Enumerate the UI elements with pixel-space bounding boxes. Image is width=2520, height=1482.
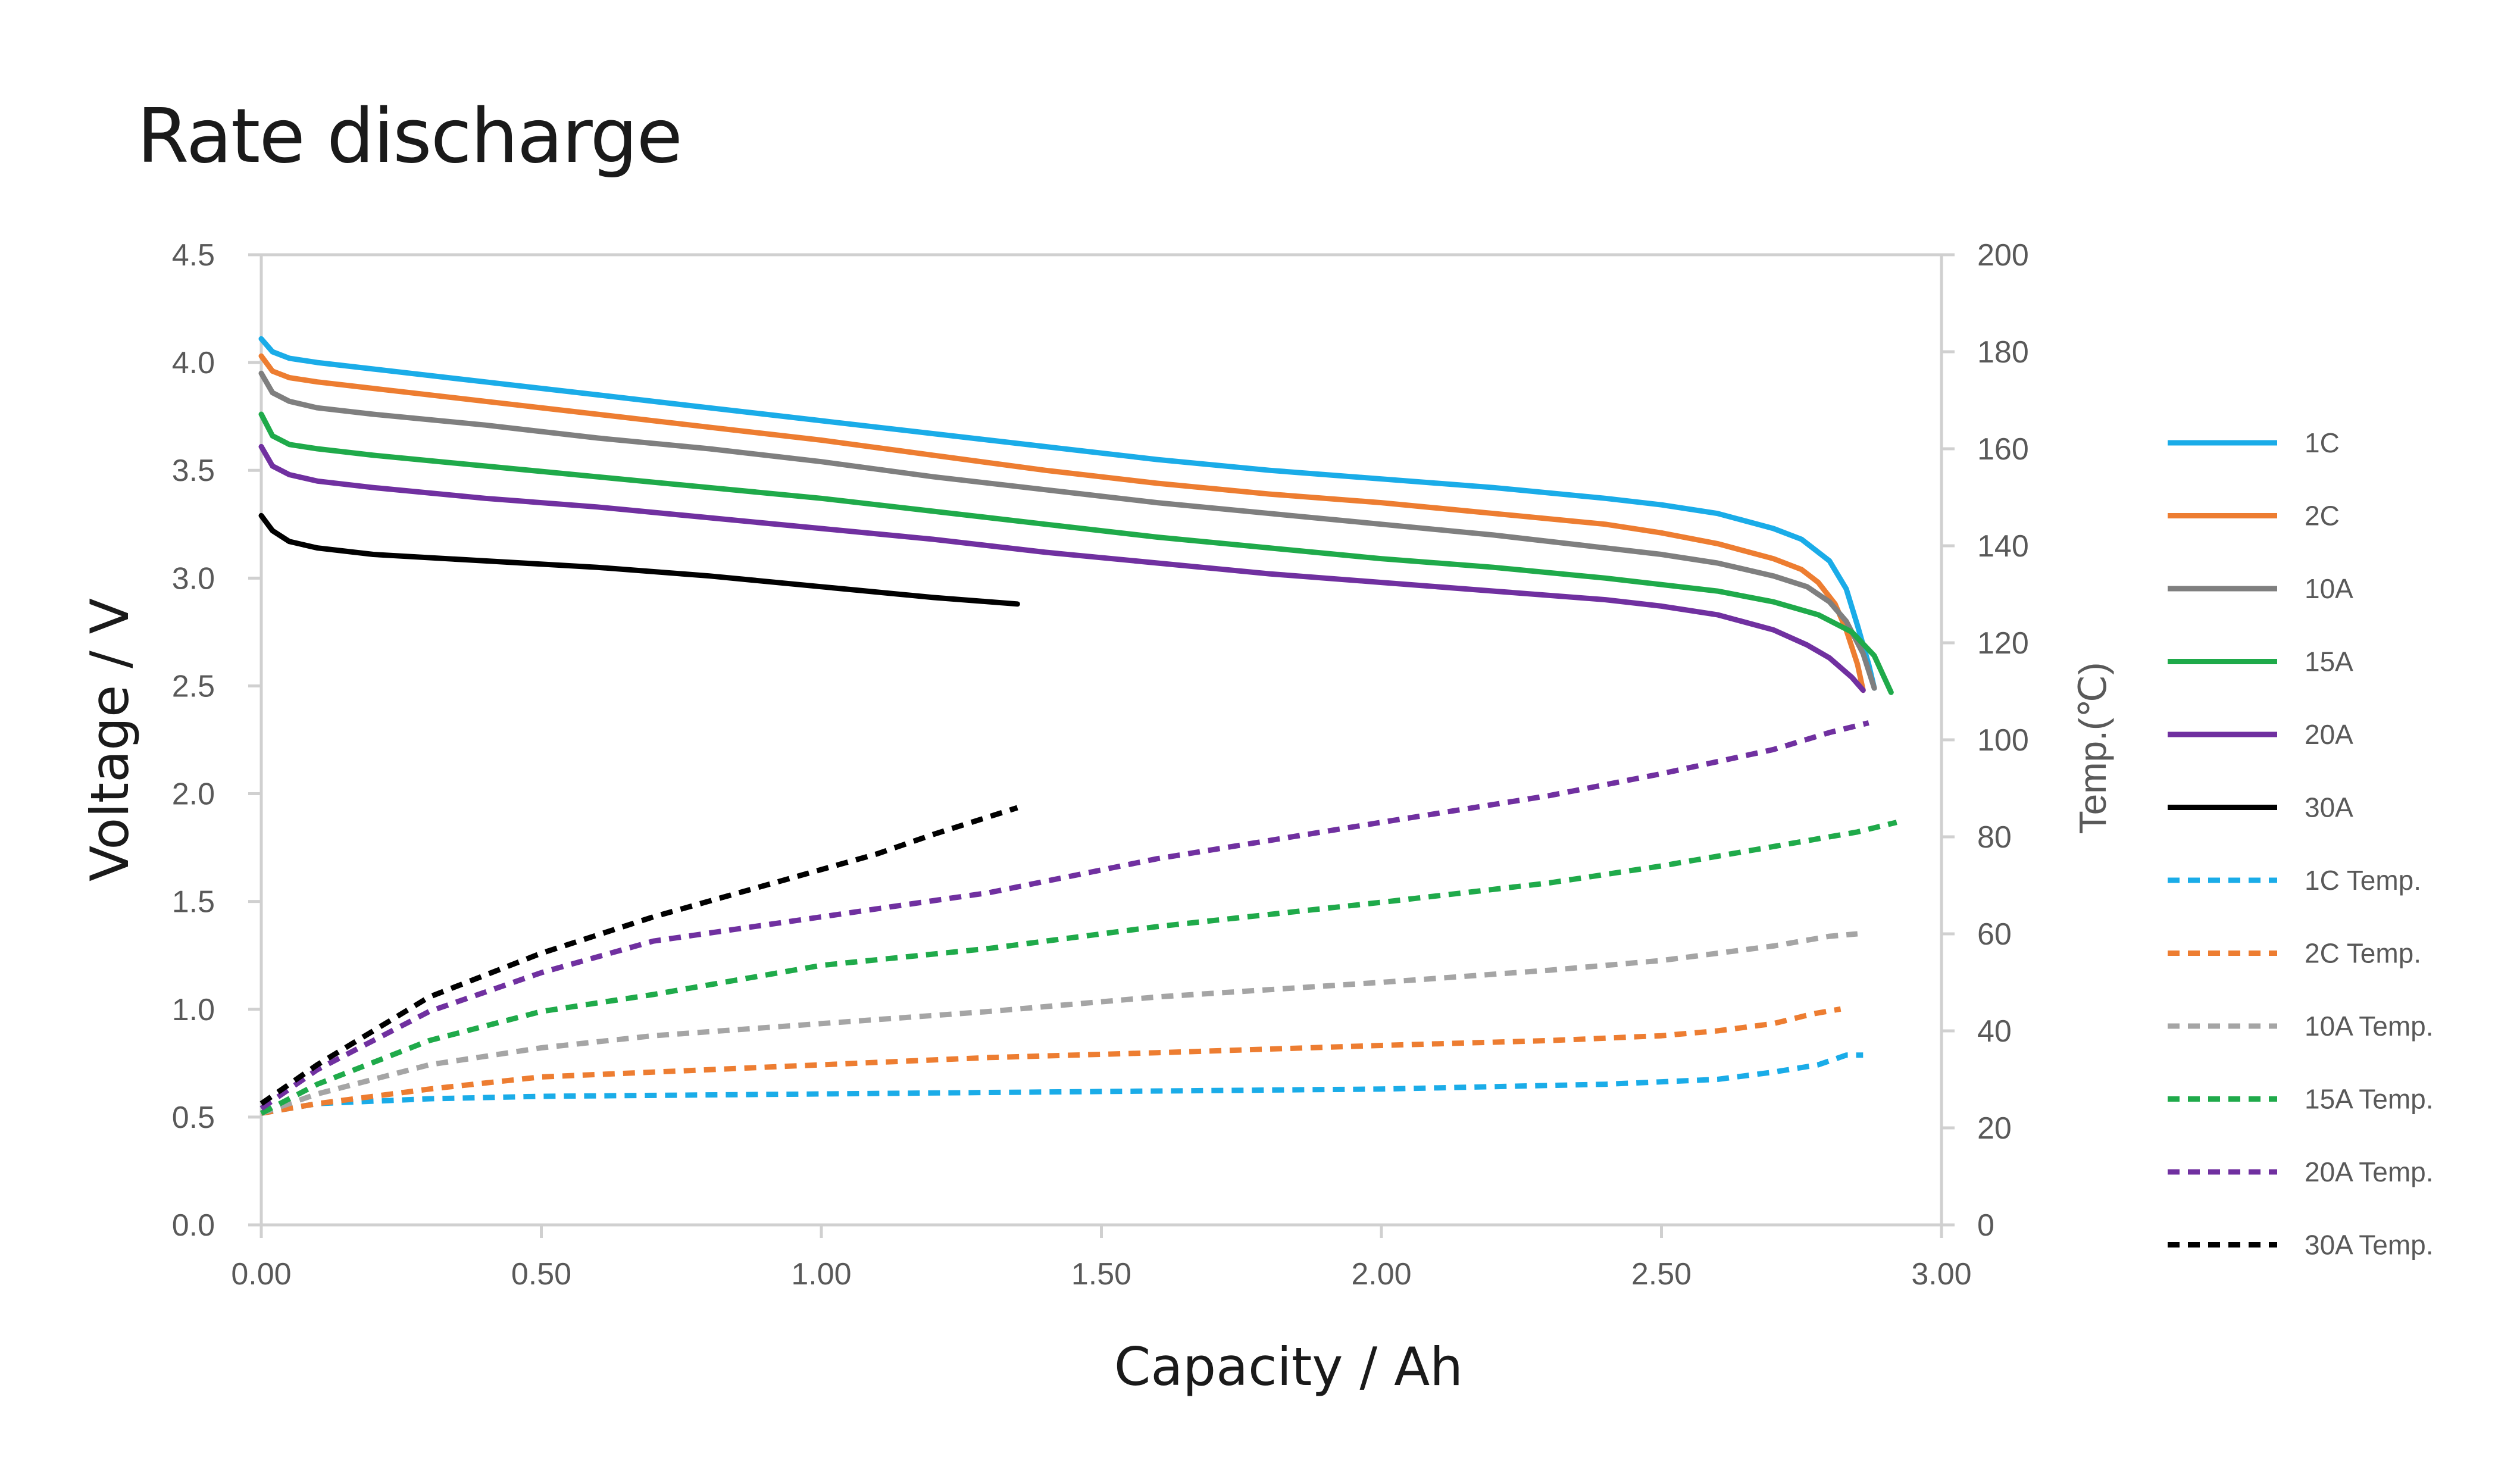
legend-label-30a: 30A: [2305, 792, 2353, 823]
y2-tick-label: 0: [1977, 1208, 1994, 1243]
series-line-1c: [258, 336, 1877, 691]
series-line-1c-temp: [261, 1052, 1864, 1116]
y2-tick-label: 40: [1977, 1014, 2012, 1049]
page-title: Rate discharge: [137, 92, 681, 180]
series-line-20a: [258, 443, 1866, 693]
y-tick-label: 4.5: [172, 238, 215, 273]
legend-label-10a: 10A: [2305, 573, 2353, 604]
x-axis-title: Capacity / Ah: [1114, 1336, 1463, 1397]
x-tick-label: 2.00: [1351, 1257, 1411, 1292]
y2-tick-label: 120: [1977, 626, 2029, 661]
legend-label-15a-temp: 15A Temp.: [2305, 1084, 2434, 1115]
x-axis-ticks: 0.00 0.50 1.00 1.50 2.00 2.50 3.00: [231, 1225, 1972, 1292]
y2-tick-label: 160: [1977, 432, 2029, 467]
series-line-10a: [258, 370, 1877, 691]
series-line-20a-temp: [259, 720, 1869, 1111]
y-tick-label: 0.0: [172, 1208, 215, 1243]
x-tick-label: 0.00: [231, 1257, 291, 1292]
legend-label-2c-temp: 2C Temp.: [2305, 938, 2421, 969]
legend-label-10a-temp: 10A Temp.: [2305, 1011, 2434, 1042]
series-lines: [258, 336, 1897, 1116]
legend-label-1c: 1C: [2305, 427, 2340, 458]
series-line-2c-temp: [261, 1006, 1841, 1116]
y2-tick-label: 180: [1977, 335, 2029, 370]
series-line-15a-temp: [259, 820, 1897, 1116]
y2-axis-ticks: 0 20 40 60 80 100 120 140 160 180 200: [1941, 238, 2029, 1243]
y2-tick-label: 60: [1977, 917, 2012, 952]
y2-tick-label: 100: [1977, 723, 2029, 758]
x-tick-label: 1.00: [791, 1257, 851, 1292]
series-line-2c: [258, 353, 1866, 693]
y2-tick-label: 80: [1977, 820, 2012, 855]
series-line-30a-temp: [259, 805, 1018, 1106]
series-line-15a: [258, 411, 1894, 695]
x-tick-label: 1.50: [1071, 1257, 1131, 1292]
y-tick-label: 1.5: [172, 885, 215, 920]
series-line-10a-temp: [260, 931, 1858, 1116]
y-tick-label: 3.5: [172, 454, 215, 488]
y-tick-label: 2.0: [172, 777, 215, 812]
x-tick-label: 3.00: [1911, 1257, 1971, 1292]
y-axis-ticks: 0.0 0.5 1.0 1.5 2.0 2.5 3.0 3.5 4.0 4.5: [172, 238, 261, 1243]
y2-tick-label: 20: [1977, 1111, 2012, 1146]
x-tick-label: 0.50: [511, 1257, 571, 1292]
y-tick-label: 3.0: [172, 561, 215, 596]
x-tick-label: 2.50: [1631, 1257, 1692, 1292]
legend-label-20a-temp: 20A Temp.: [2305, 1156, 2434, 1187]
legend-label-30a-temp: 30A Temp.: [2305, 1230, 2434, 1261]
legend: 1C 2C 10A 15A 20A 30A 1C Temp. 2C Temp. 10A Temp…: [2168, 427, 2434, 1261]
y2-tick-label: 200: [1977, 238, 2029, 273]
legend-label-20a: 20A: [2305, 719, 2353, 750]
y2-tick-label: 140: [1977, 529, 2029, 564]
y-tick-label: 0.5: [172, 1100, 215, 1135]
legend-label-1c-temp: 1C Temp.: [2305, 865, 2421, 896]
legend-label-15a: 15A: [2305, 646, 2353, 677]
series-line-30a: [258, 512, 1020, 607]
y2-axis-title: Temp.(℃): [2071, 662, 2114, 834]
y-axis-title: Voltage / V: [79, 598, 140, 881]
y-tick-label: 4.0: [172, 346, 215, 380]
y-tick-label: 2.5: [172, 669, 215, 704]
legend-label-2c: 2C: [2305, 501, 2340, 531]
y-tick-label: 1.0: [172, 993, 215, 1027]
